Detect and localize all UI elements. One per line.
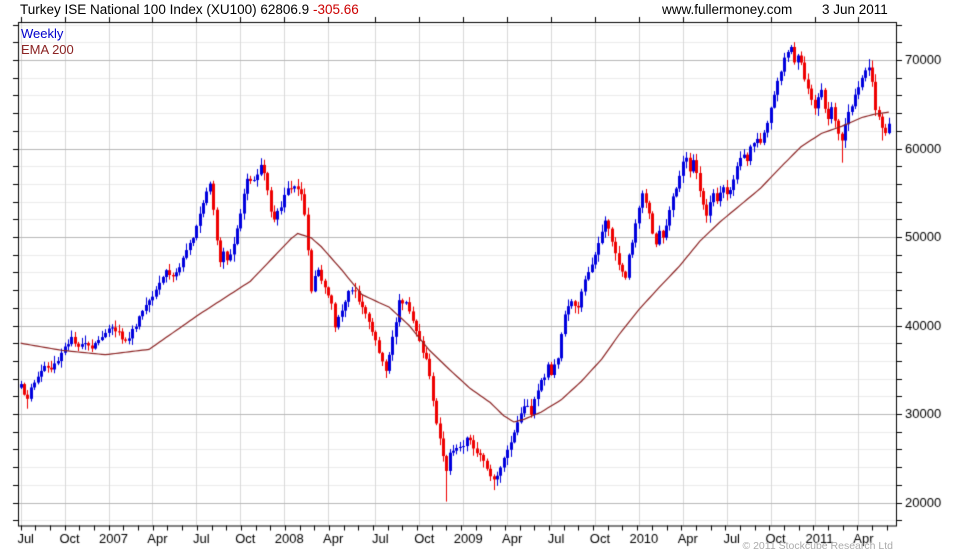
price-change: -305.66 xyxy=(312,2,359,17)
legend-weekly: Weekly xyxy=(21,26,64,41)
last-price: 62806.9 xyxy=(260,2,310,17)
legend-ema-200: EMA 200 xyxy=(21,42,74,57)
chart-header: Turkey ISE National 100 Index (XU100) 62… xyxy=(20,2,359,17)
date-label: 3 Jun 2011 xyxy=(822,2,888,17)
site-label: www.fullermoney.com xyxy=(662,2,793,17)
instrument-title: Turkey ISE National 100 Index (XU100) xyxy=(20,2,257,17)
copyright-notice: © 2011 Stockcube Research Ltd xyxy=(742,540,893,552)
